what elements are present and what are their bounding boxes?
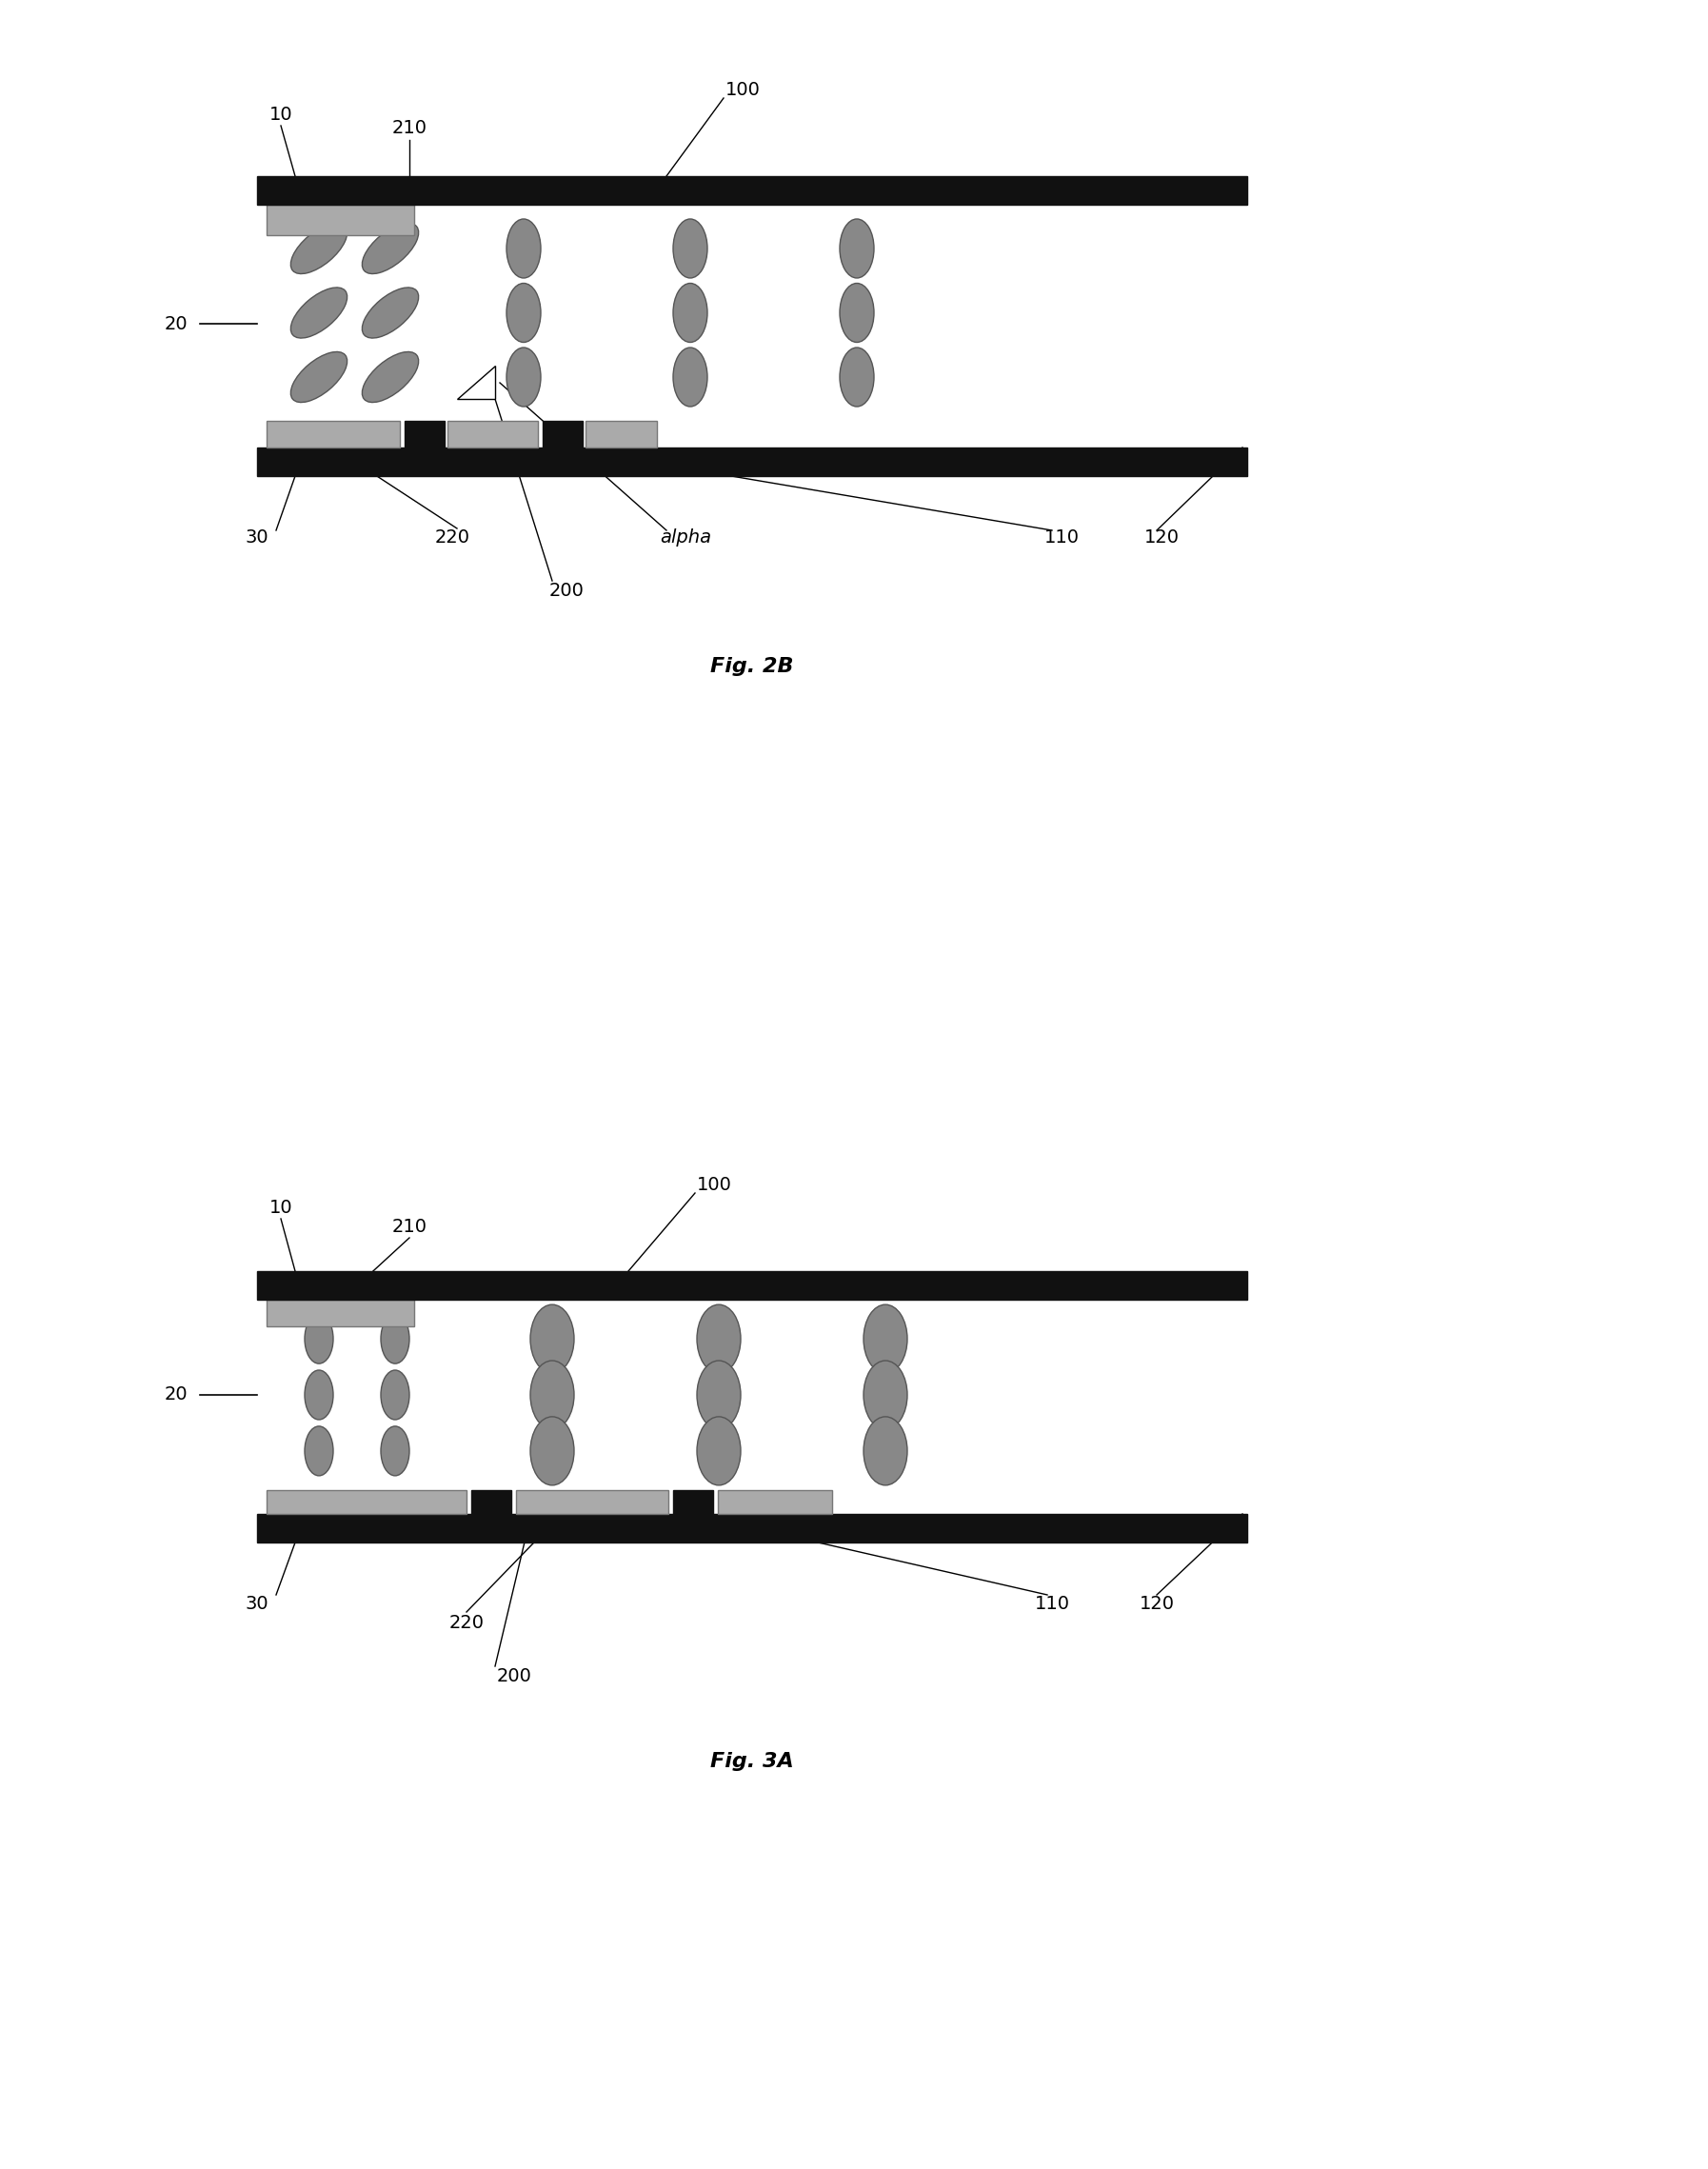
- Text: 200: 200: [497, 1666, 531, 1685]
- Ellipse shape: [840, 284, 874, 343]
- Ellipse shape: [864, 1304, 907, 1373]
- Ellipse shape: [362, 351, 418, 403]
- Ellipse shape: [290, 223, 347, 273]
- Ellipse shape: [673, 347, 707, 406]
- Ellipse shape: [290, 288, 347, 338]
- Ellipse shape: [529, 1416, 574, 1486]
- Ellipse shape: [673, 219, 707, 278]
- Bar: [258, 176, 1247, 204]
- Text: 100: 100: [726, 82, 760, 100]
- Text: alpha: alpha: [659, 529, 711, 547]
- Ellipse shape: [304, 1314, 333, 1364]
- Bar: [258, 1271, 1247, 1299]
- Bar: [266, 204, 413, 234]
- Bar: [266, 1490, 466, 1514]
- Bar: [266, 1299, 413, 1327]
- Ellipse shape: [864, 1360, 907, 1429]
- Bar: [258, 447, 1247, 475]
- Bar: [717, 1490, 832, 1514]
- Ellipse shape: [507, 284, 541, 343]
- Text: 120: 120: [1144, 529, 1179, 547]
- Bar: [586, 421, 658, 447]
- Ellipse shape: [529, 1304, 574, 1373]
- Bar: [673, 1490, 714, 1514]
- Text: 30: 30: [246, 1596, 268, 1614]
- Polygon shape: [458, 367, 495, 399]
- Ellipse shape: [304, 1371, 333, 1421]
- Ellipse shape: [381, 1427, 410, 1475]
- Bar: [516, 1490, 668, 1514]
- Ellipse shape: [362, 288, 418, 338]
- Bar: [258, 1514, 1247, 1542]
- Ellipse shape: [529, 1360, 574, 1429]
- Text: 220: 220: [449, 1614, 483, 1633]
- Ellipse shape: [697, 1360, 741, 1429]
- Ellipse shape: [673, 284, 707, 343]
- Ellipse shape: [864, 1416, 907, 1486]
- Text: 110: 110: [1044, 529, 1079, 547]
- Ellipse shape: [507, 347, 541, 406]
- Ellipse shape: [840, 219, 874, 278]
- Ellipse shape: [381, 1314, 410, 1364]
- Text: 100: 100: [697, 1176, 731, 1195]
- Text: 10: 10: [270, 1197, 292, 1217]
- Ellipse shape: [697, 1416, 741, 1486]
- Text: 10: 10: [270, 106, 292, 124]
- Text: 110: 110: [1035, 1596, 1069, 1614]
- Ellipse shape: [290, 351, 347, 403]
- Text: 20: 20: [164, 315, 188, 332]
- Text: 20: 20: [164, 1386, 188, 1403]
- Text: Fig. 3A: Fig. 3A: [711, 1753, 794, 1772]
- Ellipse shape: [840, 347, 874, 406]
- Ellipse shape: [507, 219, 541, 278]
- Bar: [471, 1490, 511, 1514]
- Text: 30: 30: [246, 529, 268, 547]
- Bar: [266, 421, 400, 447]
- Bar: [543, 421, 582, 447]
- Text: 210: 210: [391, 1217, 427, 1236]
- Text: 220: 220: [434, 529, 470, 547]
- Ellipse shape: [362, 223, 418, 273]
- Text: 210: 210: [391, 119, 427, 137]
- Bar: [405, 421, 444, 447]
- Ellipse shape: [381, 1371, 410, 1421]
- Bar: [447, 421, 538, 447]
- Text: 120: 120: [1139, 1596, 1175, 1614]
- Text: Fig. 2B: Fig. 2B: [711, 657, 794, 677]
- Ellipse shape: [697, 1304, 741, 1373]
- Text: 200: 200: [548, 581, 584, 599]
- Ellipse shape: [304, 1427, 333, 1475]
